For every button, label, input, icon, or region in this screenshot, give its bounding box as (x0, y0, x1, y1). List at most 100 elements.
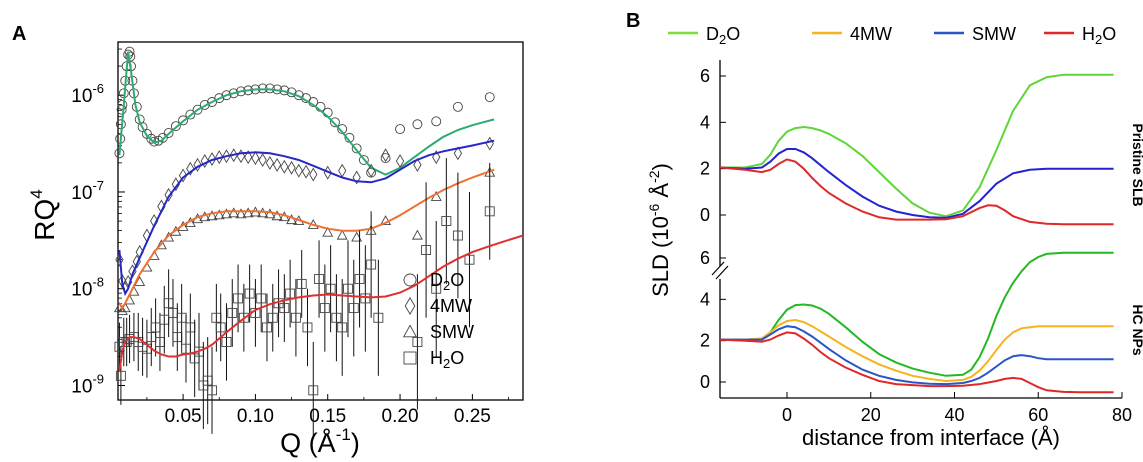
4MW-point-26 (280, 159, 289, 174)
SMW-point-31 (351, 231, 363, 242)
H2O-point-58 (464, 254, 475, 265)
series-SMW (113, 166, 496, 316)
H2O-point-59 (484, 206, 495, 217)
panel-b-data (719, 73, 1114, 394)
D2O-point-24 (178, 115, 189, 126)
b-x-tick-label-2: 40 (944, 405, 964, 425)
panel-a-frame (117, 41, 524, 401)
4MW-point-22 (251, 151, 260, 166)
H2O-point-57 (452, 230, 463, 241)
D2O-point-4 (117, 99, 128, 110)
H2O-point-53 (412, 336, 423, 347)
panel-b-legend: D2O 4MW SMW H2O (668, 24, 1116, 47)
D2O-point-31 (228, 88, 239, 99)
D2O-point-56 (484, 92, 495, 103)
4MW-point-20 (236, 149, 246, 164)
SMW-point-33 (380, 215, 392, 226)
H2O-point-55 (431, 283, 442, 294)
4MW-point-12 (178, 168, 188, 183)
SMW-point-1 (116, 305, 128, 316)
b-x-tick-label-4: 80 (1112, 405, 1132, 425)
axis-break-mark-1 (711, 261, 725, 276)
D2O-point-27 (199, 99, 210, 110)
subplot-label-hc-nps: HC NPs (1130, 304, 1143, 356)
4MW-point-19 (229, 148, 238, 163)
subplot-label-pristine: Pristine SLB (1130, 123, 1143, 206)
y-tick-label-1: 10-8 (71, 275, 104, 301)
4MW-point-30 (309, 167, 318, 182)
D2O-fit-line (118, 51, 495, 176)
panel-a: A 0.05 0.10 0.15 0.20 0.25 10-9 10-8 10-7 10-6 D… (12, 23, 524, 458)
SMW-point-19 (235, 208, 247, 219)
4MW-point-34 (367, 163, 376, 178)
b-legend-label-3: H2O (1082, 24, 1116, 47)
D2O-point-21 (157, 132, 168, 143)
SMW-point-5 (134, 276, 146, 287)
H2O-point-45 (331, 312, 342, 323)
H2O-point-49 (354, 274, 365, 285)
SMW-point-20 (242, 207, 254, 218)
4MW-point-36 (395, 154, 405, 168)
b0-y-tick-label-3: 6 (700, 66, 710, 86)
SMW-point-29 (322, 226, 334, 237)
H2O-point-46 (337, 322, 348, 333)
panel-a-xlabel: Q (Å-1) (280, 425, 360, 458)
y-tick-label-3: 10-6 (71, 81, 104, 107)
b1-y-tick-label-3: 6 (700, 248, 710, 268)
b-x-tick-label-1: 20 (861, 405, 881, 425)
panel-b-xlabel: distance from interface (Å) (802, 425, 1060, 450)
H2O-point-44 (325, 283, 336, 294)
D2O-point-55 (452, 101, 463, 112)
4MW-point-35 (381, 148, 390, 163)
y-tick-label-2: 10-7 (71, 178, 104, 204)
legend-label-2: SMW (430, 322, 474, 342)
H2O-point-47 (343, 283, 353, 294)
4MW-point-13 (186, 161, 195, 176)
panel-a-legend: D2O 4MW SMW H2O (402, 270, 474, 371)
4MW-point-15 (200, 154, 209, 168)
b1-y-tick-label-1: 2 (700, 331, 710, 351)
b0-D2O-line (720, 73, 1114, 218)
4MW-point-0 (115, 252, 124, 267)
b-legend-label-0: D2O (706, 24, 740, 47)
b-legend-label-2: SMW (972, 24, 1016, 44)
H2O-point-52 (373, 312, 384, 323)
H2O-point-33 (262, 322, 272, 333)
H2O-point-29 (238, 312, 249, 323)
b0-SMW-line (719, 148, 1114, 219)
legend-label-1: 4MW (430, 296, 472, 316)
H2O-point-40 (302, 322, 313, 333)
D2O-point-53 (412, 119, 423, 130)
b0-y-tick-label-2: 4 (700, 112, 710, 132)
SMW-fit-line (118, 168, 495, 311)
4MW-point-11 (171, 177, 180, 192)
4MW-fit-line (118, 139, 495, 297)
H2O-point-41 (308, 385, 319, 396)
4MW-point-39 (453, 146, 463, 161)
H2O-point-28 (233, 293, 244, 304)
4MW-point-33 (352, 170, 361, 185)
x-tick-label-1: 0.10 (237, 406, 274, 427)
H2O-point-26 (221, 336, 232, 347)
D2O-point-22 (163, 128, 174, 138)
4MW-point-16 (207, 152, 217, 167)
legend-marker-3 (403, 351, 417, 365)
H2O-point-32 (256, 293, 267, 304)
D2O-point-51 (380, 153, 391, 164)
4MW-point-27 (287, 160, 296, 175)
D2O-point-54 (431, 116, 442, 127)
4MW-point-25 (272, 157, 282, 172)
D2O-point-30 (221, 90, 232, 101)
y-tick-label-0: 10-9 (71, 371, 104, 397)
D2O-point-25 (185, 109, 196, 120)
b1-4MW-line (720, 318, 1114, 383)
x-tick-label-3: 0.20 (382, 406, 419, 427)
series-D2O (114, 46, 495, 178)
4MW-point-28 (294, 163, 303, 178)
D2O-point-18 (146, 133, 157, 144)
x-tick-label-4: 0.25 (454, 406, 491, 427)
H2O-point-43 (319, 303, 330, 314)
